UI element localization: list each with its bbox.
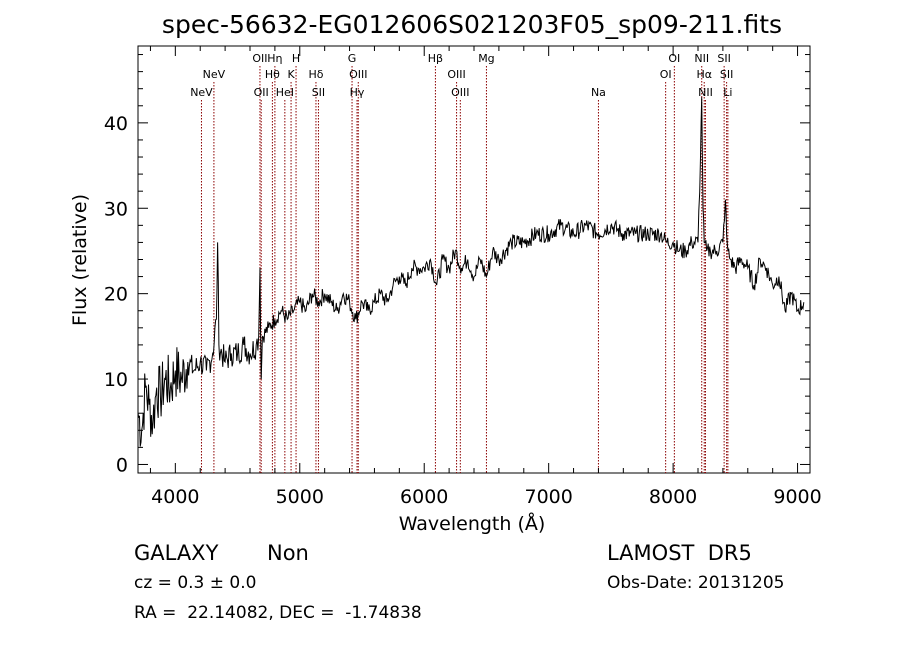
marker-label-4: Hθ	[265, 68, 280, 81]
chart-title: spec-56632-EG012606S021203F05_sp09-211.f…	[162, 10, 782, 39]
x-tick-label-5: 9000	[773, 486, 821, 508]
x-tick-label-0: 4000	[151, 486, 199, 508]
marker-label-18: Na	[591, 86, 606, 99]
x-tick-label-1: 5000	[276, 486, 324, 508]
object-class: GALAXY	[134, 541, 219, 565]
marker-label-13: Hγ	[350, 86, 365, 99]
y-tick-label-4: 40	[104, 113, 128, 135]
marker-label-0: NeV	[190, 86, 213, 99]
marker-label-5: Hη	[267, 52, 282, 65]
marker-label-22: Hα	[696, 68, 712, 81]
coordinates: RA = 22.14082, DEC = -1.74838	[134, 603, 422, 623]
marker-label-7: K	[287, 68, 295, 81]
x-tick-label-4: 8000	[649, 486, 697, 508]
x-tick-label-2: 6000	[400, 486, 448, 508]
marker-label-21: NII	[694, 52, 709, 65]
marker-label-9: Hδ	[308, 68, 323, 81]
marker-label-2: OII	[252, 52, 267, 65]
marker-label-12: OIII	[349, 68, 367, 81]
marker-label-3: OII	[254, 86, 269, 99]
y-tick-label-0: 0	[116, 454, 128, 476]
marker-label-25: SII	[720, 68, 733, 81]
y-axis-ticks: 0 10 20 30 40	[104, 54, 810, 476]
marker-label-1: NeV	[203, 68, 226, 81]
marker-label-14: Hβ	[428, 52, 443, 65]
marker-label-15: OIII	[447, 68, 465, 81]
plot-frame	[137, 45, 811, 474]
marker-label-11: G	[348, 52, 357, 65]
marker-label-16: OIII	[451, 86, 469, 99]
marker-label-20: OI	[668, 52, 680, 65]
marker-label-8: H	[292, 52, 300, 65]
marker-label-26: Li	[723, 86, 732, 99]
marker-label-6: HeI	[276, 86, 294, 99]
redshift-value: cz = 0.3 ± 0.0	[134, 573, 257, 593]
y-tick-label-2: 20	[104, 284, 128, 306]
marker-label-19: OI	[660, 68, 672, 81]
x-tick-label-3: 7000	[524, 486, 572, 508]
marker-label-23: NII	[698, 86, 713, 99]
marker-label-24: SII	[717, 52, 730, 65]
emission-line-markers	[200, 66, 729, 473]
y-tick-label-1: 10	[104, 369, 128, 391]
x-axis-label: Wavelength (Å)	[399, 512, 546, 535]
emission-line-labels: NeV NeV OII OII Hθ Hη HeI KH Hδ SII G OIII Hγ Hβ OIII O…	[190, 52, 733, 99]
y-tick-label-3: 30	[104, 198, 128, 220]
survey-name: LAMOST DR5	[607, 541, 752, 565]
object-subclass: Non	[267, 541, 309, 565]
spectrum-line	[137, 97, 805, 447]
x-axis-ticks: 4000 5000 6000 7000 8000 9000	[149, 46, 822, 508]
marker-label-10: SII	[312, 86, 325, 99]
observation-date: Obs-Date: 20131205	[607, 573, 785, 593]
y-axis-label: Flux (relative)	[69, 194, 91, 326]
marker-label-17: Mg	[478, 52, 494, 65]
